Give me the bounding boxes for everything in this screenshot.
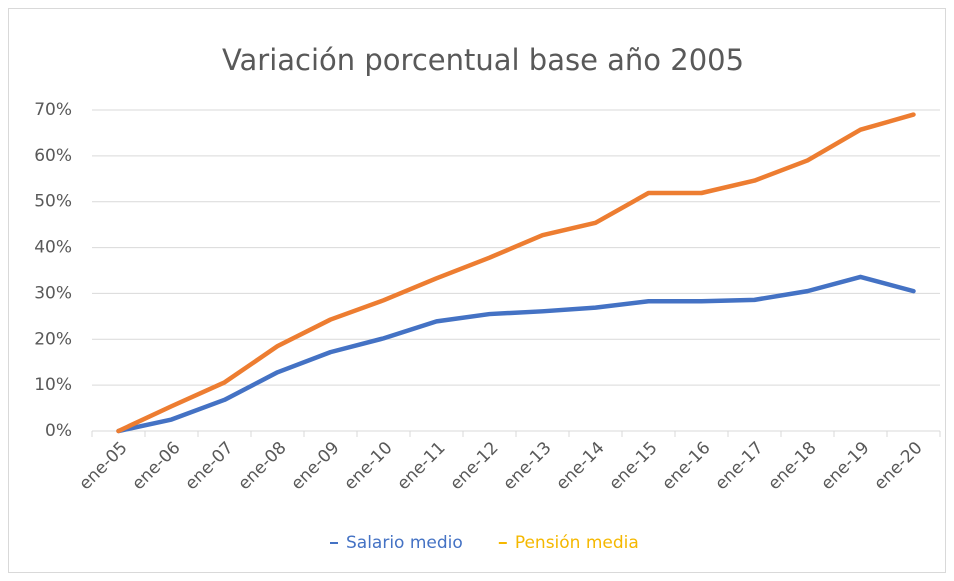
y-tick-label: 50%	[34, 192, 72, 212]
y-tick-label: 20%	[34, 329, 72, 349]
legend-label: Pensión media	[515, 533, 639, 553]
chart-title: Variación porcentual base año 2005	[222, 43, 744, 77]
series-line	[116, 274, 916, 434]
series-line	[116, 112, 916, 434]
chart-frame	[8, 8, 946, 573]
y-tick-label: 60%	[34, 146, 72, 166]
y-tick-label: 10%	[34, 375, 72, 395]
y-tick-label: 30%	[34, 283, 72, 303]
y-tick-label: 70%	[34, 100, 72, 120]
y-tick-label: 40%	[34, 238, 72, 258]
y-tick-label: 0%	[45, 421, 72, 441]
legend-label: Salario medio	[346, 533, 463, 553]
